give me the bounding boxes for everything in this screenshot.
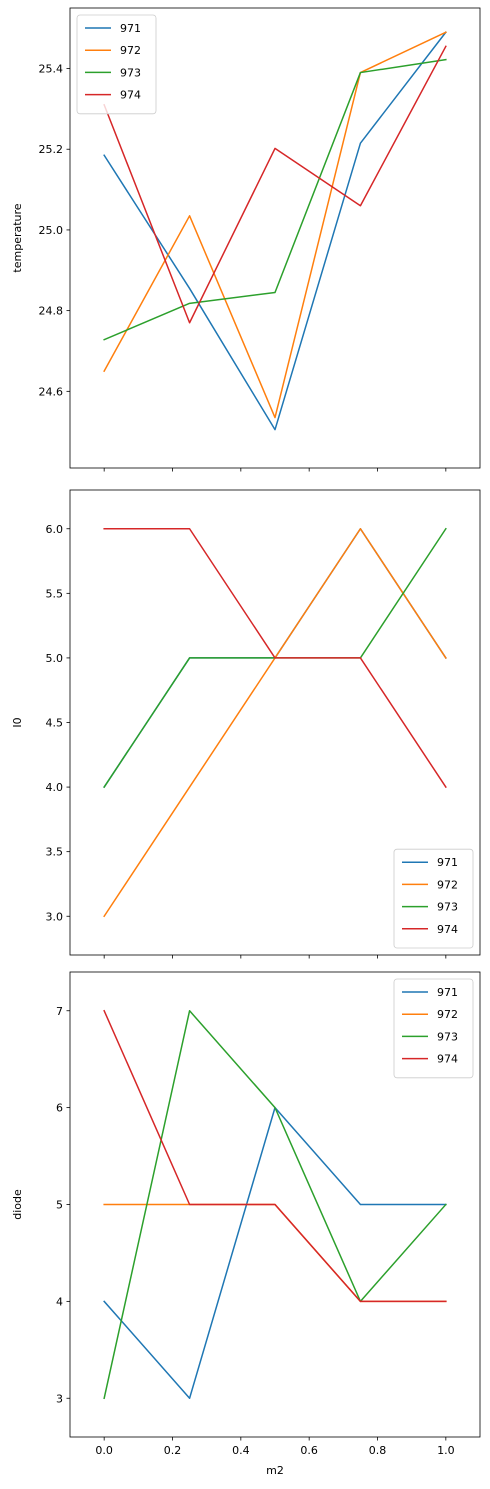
y-tick-label: 3 [56, 1392, 63, 1405]
series-line-972 [103, 31, 447, 419]
legend-label-973: 973 [120, 66, 141, 79]
series-line-973 [103, 58, 447, 341]
y-tick-label: 4.5 [46, 717, 64, 730]
legend: 971 972 973 974 [393, 978, 474, 1079]
y-tick-label: 5.5 [46, 587, 64, 600]
legend-label-972: 972 [120, 44, 141, 57]
y-tick-label: 25.0 [39, 224, 64, 237]
legend-label-971: 971 [437, 986, 458, 999]
y-tick-label: 7 [56, 1005, 63, 1018]
x-tick-label: 0.2 [164, 1444, 182, 1457]
legend-label-972: 972 [437, 878, 458, 891]
series-line-971 [103, 31, 447, 431]
y-tick-label: 5 [56, 1199, 63, 1212]
x-tick-label: 1.0 [437, 1444, 455, 1457]
legend-label-974: 974 [437, 1053, 458, 1066]
plot-frame [69, 7, 481, 469]
x-tick-label: 0.0 [95, 1444, 113, 1457]
legend-label-973: 973 [437, 901, 458, 914]
y-tick-label: 6.0 [46, 523, 64, 536]
series-line-974 [103, 1009, 447, 1303]
legend-label-973: 973 [437, 1030, 458, 1043]
y-tick-label: 25.4 [39, 63, 64, 76]
legend-label-971: 971 [120, 22, 141, 35]
y-tick-label: 4.0 [46, 781, 64, 794]
legend-label-972: 972 [437, 1008, 458, 1021]
chart-panel-1: 24.6 24.8 25.0 25.2 25.4 temperature 971 972 973… [11, 7, 481, 472]
y-tick-label: 3.5 [46, 846, 64, 859]
x-tick-label: 0.8 [369, 1444, 387, 1457]
y-axis-label: diode [11, 1189, 24, 1220]
chart-panel-2: 3.0 3.5 4.0 4.5 5.0 5.5 6.0 I0 971 972 973 974 [11, 489, 481, 959]
y-tick-label: 25.2 [39, 143, 64, 156]
y-axis-label: I0 [11, 717, 24, 727]
y-tick-label: 5.0 [46, 652, 64, 665]
x-tick-label: 0.4 [232, 1444, 250, 1457]
legend-box [393, 848, 474, 949]
y-axis-label: temperature [11, 203, 24, 272]
y-tick-label: 4 [56, 1295, 63, 1308]
legend-box [76, 14, 157, 115]
series-line-974 [103, 45, 447, 324]
y-tick-label: 3.0 [46, 910, 64, 923]
x-tick-label: 0.6 [300, 1444, 318, 1457]
legend: 971 972 973 974 [393, 848, 474, 949]
y-tick-label: 6 [56, 1102, 63, 1115]
legend-label-971: 971 [437, 856, 458, 869]
series-line-972 [103, 1203, 447, 1303]
series-line-974 [103, 528, 447, 789]
x-axis-label: m2 [266, 1464, 284, 1477]
y-tick-label: 24.6 [39, 385, 64, 398]
legend-box [393, 978, 474, 1079]
y-tick-label: 24.8 [39, 305, 64, 318]
legend: 971 972 973 974 [76, 14, 157, 115]
legend-label-974: 974 [120, 89, 141, 102]
series-line-971 [103, 1106, 447, 1399]
legend-label-974: 974 [437, 923, 458, 936]
